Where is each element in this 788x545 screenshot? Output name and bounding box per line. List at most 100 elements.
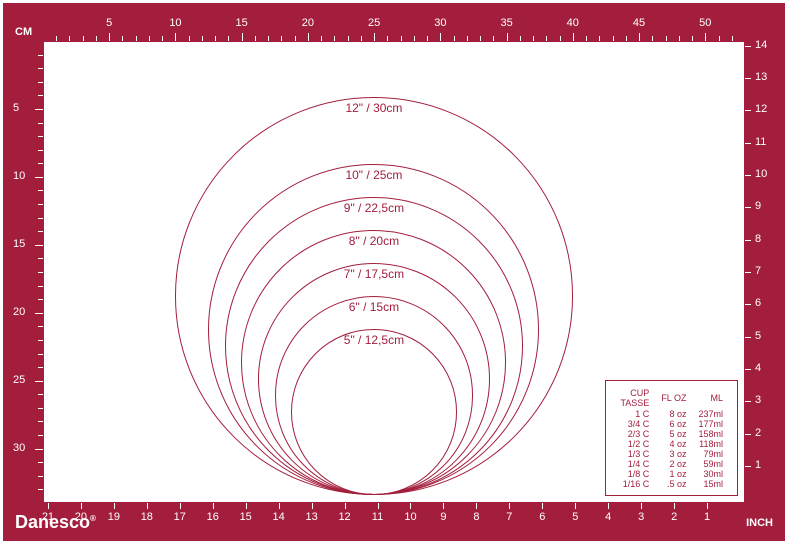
ruler-num-right: 9 xyxy=(755,200,775,212)
ruler-num-top: 10 xyxy=(165,17,185,29)
ruler-num-left: 5 xyxy=(13,102,37,114)
tick-right xyxy=(745,175,751,176)
ruler-num-right: 7 xyxy=(755,265,775,277)
table-row: 2/3 C5 oz158ml xyxy=(614,429,729,439)
tick-top-major xyxy=(109,33,110,41)
ruler-num-bottom: 19 xyxy=(104,511,124,523)
ruler-num-bottom: 9 xyxy=(433,511,453,523)
tick-right xyxy=(745,143,751,144)
cell-ml: 158ml xyxy=(692,429,729,439)
table-row: 1/16 C.5 oz15ml xyxy=(614,479,729,489)
ruler-num-bottom: 21 xyxy=(38,511,58,523)
cell-floz: 8 oz xyxy=(655,409,692,419)
brand-mark: ® xyxy=(90,514,96,523)
size-circle-label: 12" / 30cm xyxy=(314,101,434,115)
tick-bottom xyxy=(410,503,411,509)
tick-top-major xyxy=(639,33,640,41)
cell-ml: 237ml xyxy=(692,409,729,419)
tick-bottom xyxy=(81,503,82,509)
ruler-num-bottom: 16 xyxy=(203,511,223,523)
tick-bottom xyxy=(48,503,49,509)
cell-floz: 6 oz xyxy=(655,419,692,429)
tick-top-major xyxy=(242,33,243,41)
ruler-num-left: 25 xyxy=(13,374,37,386)
cell-floz: 3 oz xyxy=(655,449,692,459)
tick-right xyxy=(745,466,751,467)
tick-bottom xyxy=(246,503,247,509)
tick-top-major xyxy=(175,33,176,41)
size-circle xyxy=(175,97,572,494)
ruler-num-top: 50 xyxy=(695,17,715,29)
tick-right xyxy=(745,78,751,79)
cell-cup: 3/4 C xyxy=(614,419,655,429)
inch-label: INCH xyxy=(746,517,773,529)
cm-label: CM xyxy=(15,26,32,38)
tick-bottom xyxy=(542,503,543,509)
tick-bottom xyxy=(345,503,346,509)
ruler-num-top: 15 xyxy=(232,17,252,29)
ruler-num-bottom: 3 xyxy=(631,511,651,523)
ruler-num-left: 30 xyxy=(13,442,37,454)
cell-cup: 1 C xyxy=(614,409,655,419)
ruler-num-top: 5 xyxy=(99,17,119,29)
ruler-num-left: 15 xyxy=(13,238,37,250)
ruler-num-bottom: 4 xyxy=(598,511,618,523)
cell-cup: 1/4 C xyxy=(614,459,655,469)
cell-ml: 30ml xyxy=(692,469,729,479)
ruler-num-bottom: 5 xyxy=(565,511,585,523)
cell-ml: 79ml xyxy=(692,449,729,459)
tick-bottom xyxy=(707,503,708,509)
ruler-num-top: 45 xyxy=(629,17,649,29)
col-cup-header: CUP TASSE xyxy=(614,387,655,409)
ruler-num-bottom: 14 xyxy=(269,511,289,523)
conversion-table: CUP TASSE FL OZ ML 1 C8 oz237ml3/4 C6 oz… xyxy=(605,380,738,496)
tick-bottom xyxy=(509,503,510,509)
cell-floz: 2 oz xyxy=(655,459,692,469)
ruler-num-right: 12 xyxy=(755,103,775,115)
tick-bottom xyxy=(312,503,313,509)
tick-top-major xyxy=(507,33,508,41)
tick-right xyxy=(745,337,751,338)
cell-ml: 15ml xyxy=(692,479,729,489)
tick-bottom xyxy=(674,503,675,509)
tick-right xyxy=(745,401,751,402)
tick-right xyxy=(745,304,751,305)
ruler-num-top: 40 xyxy=(563,17,583,29)
ruler-num-top: 25 xyxy=(364,17,384,29)
tick-bottom xyxy=(641,503,642,509)
ruler-num-right: 2 xyxy=(755,427,775,439)
cell-floz: 1 oz xyxy=(655,469,692,479)
tick-bottom xyxy=(608,503,609,509)
tick-bottom xyxy=(575,503,576,509)
ruler-num-right: 3 xyxy=(755,394,775,406)
baking-mat: CM INCH Danesco® 51015202530354045505101… xyxy=(3,3,785,541)
ruler-num-bottom: 7 xyxy=(499,511,519,523)
tick-right xyxy=(745,207,751,208)
table-row: 1/3 C3 oz79ml xyxy=(614,449,729,459)
cell-cup: 1/3 C xyxy=(614,449,655,459)
ruler-num-top: 20 xyxy=(298,17,318,29)
ruler-num-left: 10 xyxy=(13,170,37,182)
cell-ml: 118ml xyxy=(692,439,729,449)
ruler-num-bottom: 10 xyxy=(400,511,420,523)
ruler-num-right: 8 xyxy=(755,233,775,245)
tick-bottom xyxy=(476,503,477,509)
ruler-num-bottom: 15 xyxy=(236,511,256,523)
table-row: 1/4 C2 oz59ml xyxy=(614,459,729,469)
ruler-num-bottom: 2 xyxy=(664,511,684,523)
ruler-num-right: 13 xyxy=(755,71,775,83)
ruler-num-left: 20 xyxy=(13,306,37,318)
ruler-num-right: 10 xyxy=(755,168,775,180)
cell-floz: .5 oz xyxy=(655,479,692,489)
cell-cup: 1/2 C xyxy=(614,439,655,449)
ruler-num-right: 11 xyxy=(755,136,775,148)
tick-top-major xyxy=(374,33,375,41)
tick-bottom xyxy=(378,503,379,509)
tick-right xyxy=(745,46,751,47)
tick-bottom xyxy=(180,503,181,509)
ruler-num-right: 1 xyxy=(755,459,775,471)
mat-inner-area: 5" / 12,5cm6" / 15cm7" / 17,5cm8" / 20cm… xyxy=(43,41,745,503)
col-floz-header: FL OZ xyxy=(655,387,692,409)
tick-top-major xyxy=(573,33,574,41)
tick-top-major xyxy=(440,33,441,41)
